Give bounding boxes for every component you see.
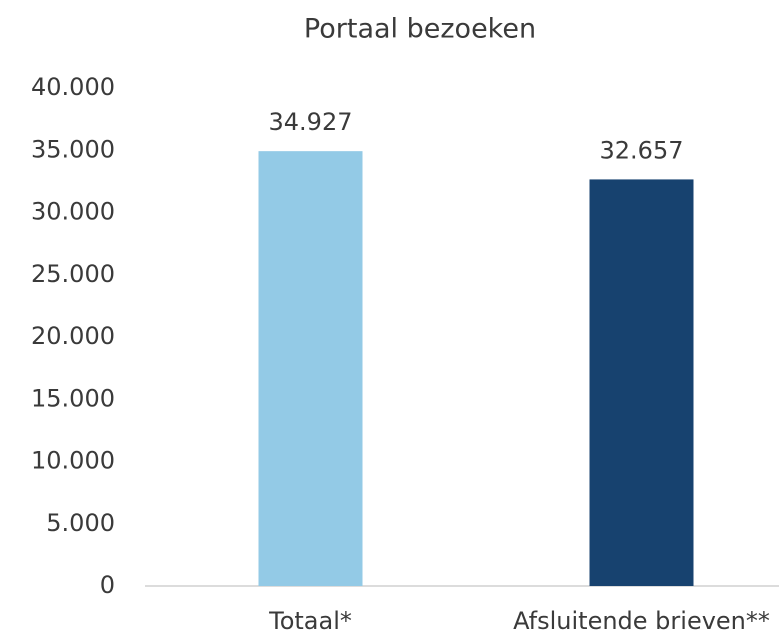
y-tick-label: 35.000 [31,135,115,163]
data-label: 34.927 [269,108,353,136]
y-tick-label: 15.000 [31,384,115,412]
y-tick-label: 0 [100,571,115,599]
y-tick-label: 5.000 [46,509,115,537]
y-tick-label: 10.000 [31,447,115,475]
y-tick-label: 40.000 [31,73,115,101]
y-tick-label: 30.000 [31,198,115,226]
data-label: 32.657 [600,136,684,164]
y-tick-label: 20.000 [31,322,115,350]
y-tick-label: 25.000 [31,260,115,288]
x-tick-label: Afsluitende brieven** [513,607,770,635]
chart-title: Portaal bezoeken [304,14,536,45]
bar [589,179,694,586]
bar [258,151,363,586]
x-tick-label: Totaal* [268,607,352,635]
